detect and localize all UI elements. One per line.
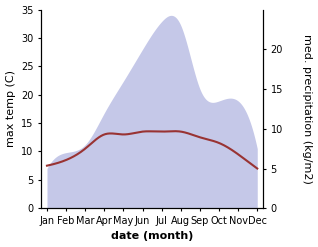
X-axis label: date (month): date (month) — [111, 231, 193, 242]
Y-axis label: max temp (C): max temp (C) — [5, 70, 16, 147]
Y-axis label: med. precipitation (kg/m2): med. precipitation (kg/m2) — [302, 34, 313, 184]
